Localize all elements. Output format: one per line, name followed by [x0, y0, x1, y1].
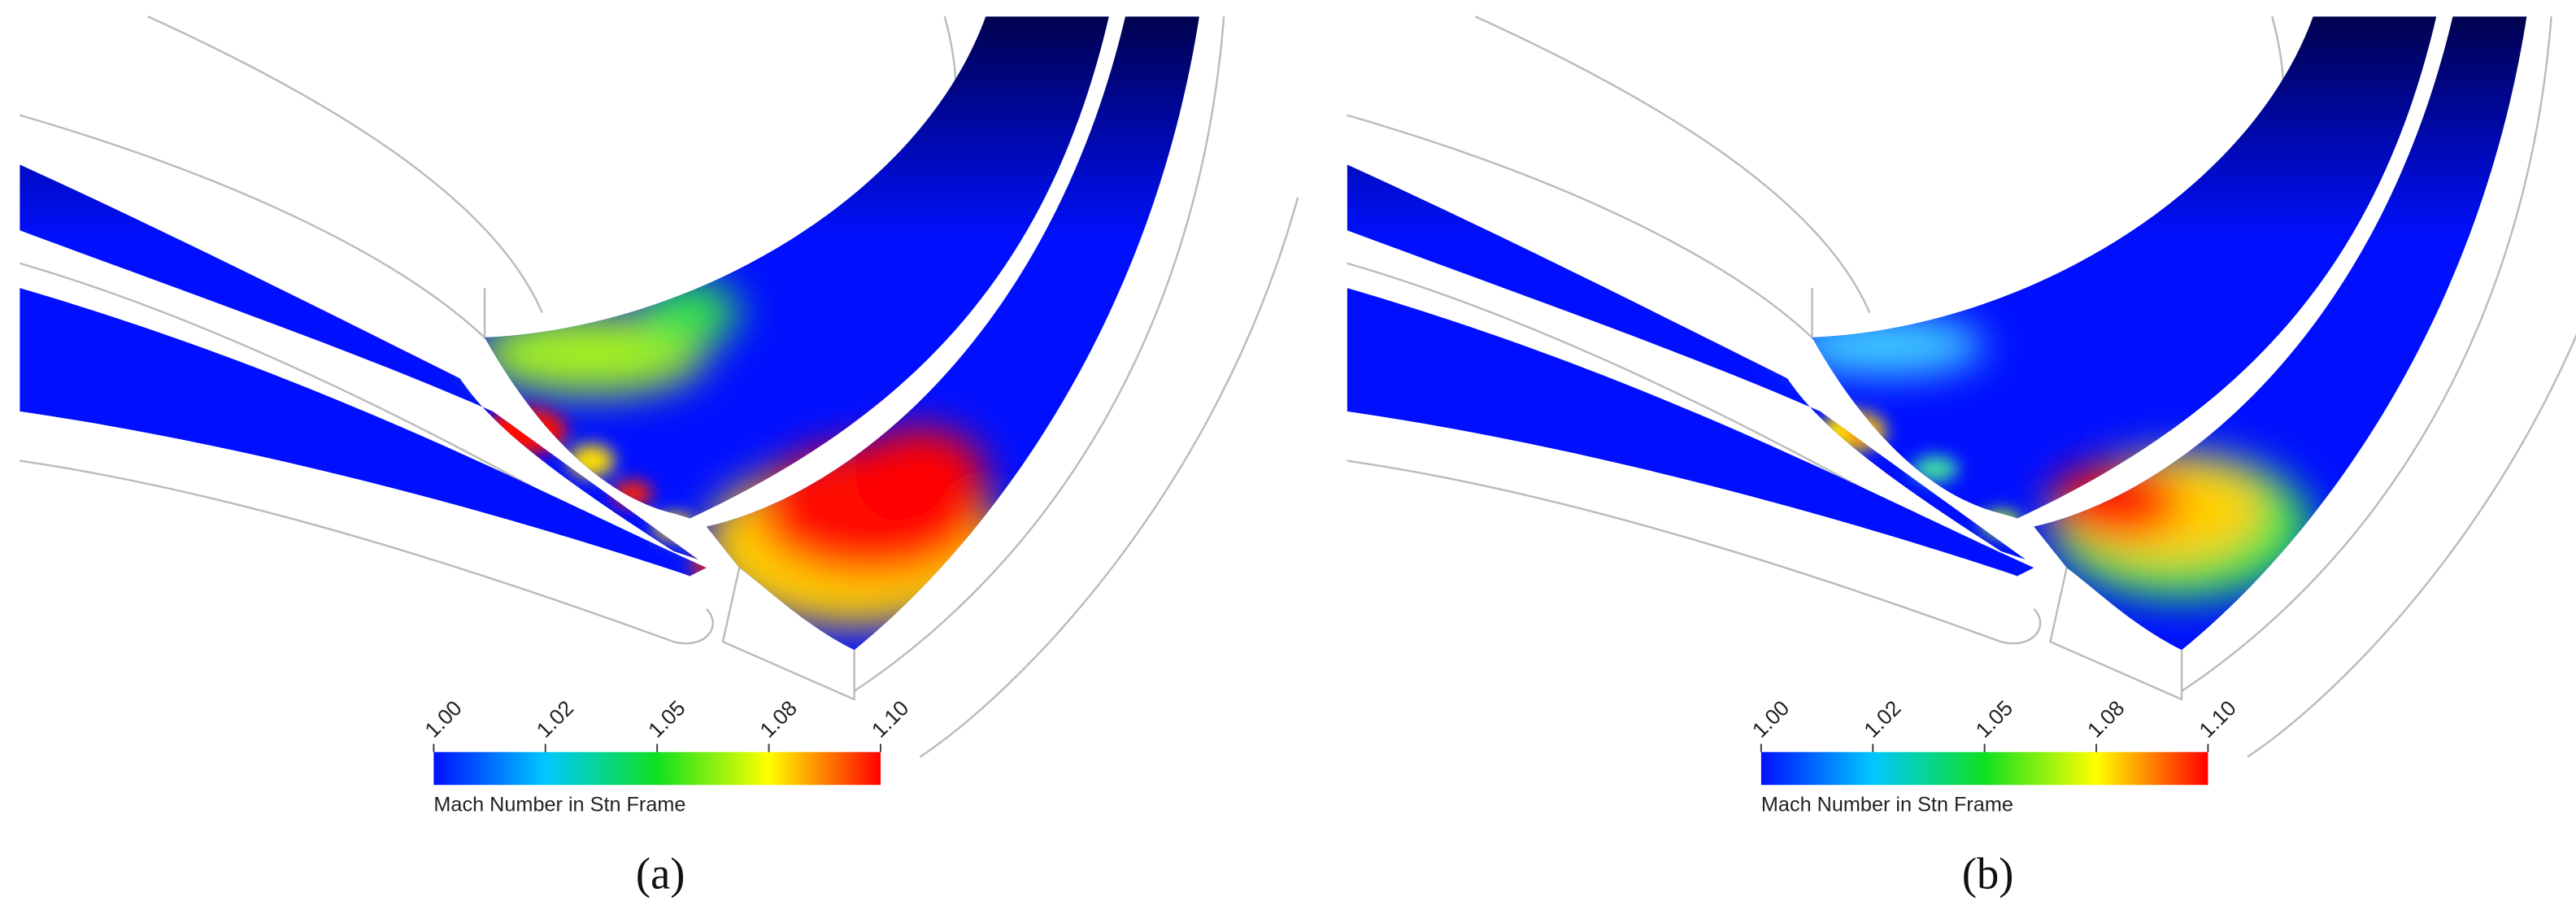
- colorbar-tick-label: 1.08: [755, 695, 802, 742]
- colorbar-tick-label: 1.05: [1971, 695, 2017, 742]
- colorbar-title: Mach Number in Stn Frame: [1761, 794, 2013, 816]
- colorbar: [433, 751, 2208, 786]
- colorbar-tick-label: 1.08: [2082, 695, 2129, 742]
- contour-panel: [19, 15, 1299, 759]
- colorbar-tick-label: 1.10: [867, 695, 913, 742]
- colorbar-tick-label: 1.00: [420, 695, 466, 742]
- contour-panel: [1346, 15, 2576, 759]
- colorbar-tick-label: 1.05: [643, 695, 690, 742]
- colorbar-scale: [433, 751, 881, 786]
- panel-label: (b): [1962, 849, 2014, 899]
- colorbar-tick-label: 1.10: [2194, 695, 2240, 742]
- colorbar-title: Mach Number in Stn Frame: [433, 794, 685, 816]
- panel-label: (a): [636, 849, 685, 899]
- colorbar-tick-label: 1.00: [1747, 695, 1794, 742]
- colorbar-scale: [1760, 751, 2208, 786]
- colorbar-tick-label: 1.02: [532, 695, 578, 742]
- colorbar-tick-label: 1.02: [1859, 695, 1905, 742]
